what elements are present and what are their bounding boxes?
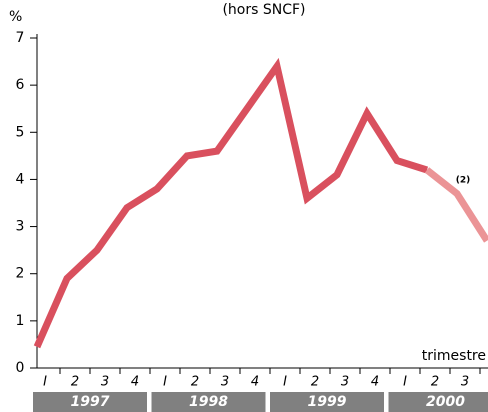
x-tick-label: 3 — [341, 375, 349, 390]
x-tick-label: 4 — [251, 375, 259, 390]
year-label: 1998 — [189, 394, 228, 410]
y-tick-label: 0 — [16, 360, 25, 376]
year-band — [270, 392, 384, 412]
y-tick-label: 5 — [16, 124, 25, 140]
x-tick-label: 2 — [431, 375, 439, 390]
y-tick-label: 1 — [16, 313, 25, 329]
y-tick-label: 3 — [16, 219, 25, 235]
x-tick-label: 2 — [71, 375, 79, 390]
x-tick-label: 2 — [311, 375, 319, 390]
y-tick-label: 7 — [16, 30, 25, 46]
data-line — [33, 57, 429, 349]
year-label: 1997 — [71, 394, 110, 410]
x-tick-label: 3 — [101, 375, 109, 390]
y-tick-label: 6 — [16, 77, 25, 93]
year-label: 1999 — [308, 394, 347, 410]
chart-subtitle: (hors SNCF) — [222, 2, 305, 18]
year-band — [388, 392, 488, 412]
x-tick-label: I — [163, 375, 167, 390]
x-tick-label: I — [283, 375, 287, 390]
x-tick-label: 3 — [461, 375, 469, 390]
y-tick-label: 2 — [16, 266, 25, 282]
x-tick-label: 3 — [221, 375, 229, 390]
y-axis-label: % — [9, 9, 22, 25]
x-tick-label: 4 — [131, 375, 139, 390]
year-band — [33, 392, 147, 412]
x-tick-label: 2 — [191, 375, 199, 390]
y-tick-label: 4 — [16, 171, 25, 187]
x-tick-label: I — [403, 375, 407, 390]
x-axis-label: trimestre — [422, 348, 486, 364]
year-band — [151, 392, 266, 412]
x-tick-label: 4 — [371, 375, 379, 390]
year-label: 2000 — [426, 394, 465, 410]
annotation: (2) — [456, 176, 471, 186]
x-tick-label: I — [43, 375, 47, 390]
data-line — [424, 167, 488, 243]
